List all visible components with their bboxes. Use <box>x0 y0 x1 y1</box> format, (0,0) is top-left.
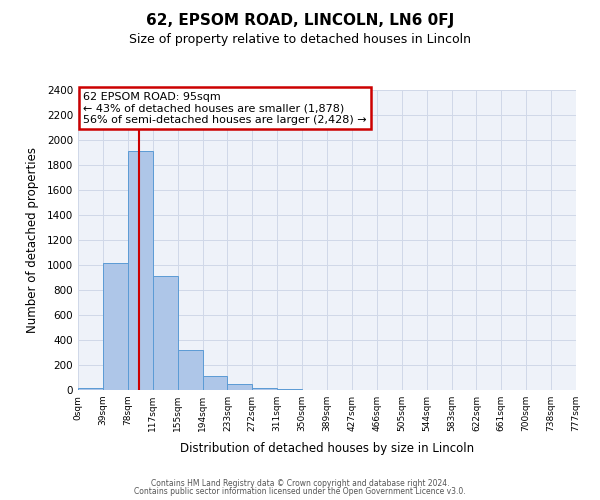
Bar <box>253 388 277 390</box>
Bar <box>103 262 128 390</box>
Bar <box>203 376 227 390</box>
Bar <box>178 350 203 390</box>
X-axis label: Distribution of detached houses by size in Lincoln: Distribution of detached houses by size … <box>180 442 474 456</box>
Text: Contains HM Land Registry data © Crown copyright and database right 2024.: Contains HM Land Registry data © Crown c… <box>151 478 449 488</box>
Bar <box>152 276 178 390</box>
Text: 62, EPSOM ROAD, LINCOLN, LN6 0FJ: 62, EPSOM ROAD, LINCOLN, LN6 0FJ <box>146 12 454 28</box>
Y-axis label: Number of detached properties: Number of detached properties <box>26 147 38 333</box>
Text: Size of property relative to detached houses in Lincoln: Size of property relative to detached ho… <box>129 32 471 46</box>
Bar <box>78 388 103 390</box>
Bar <box>227 384 253 390</box>
Text: Contains public sector information licensed under the Open Government Licence v3: Contains public sector information licen… <box>134 487 466 496</box>
Bar <box>128 151 153 390</box>
Text: 62 EPSOM ROAD: 95sqm
← 43% of detached houses are smaller (1,878)
56% of semi-de: 62 EPSOM ROAD: 95sqm ← 43% of detached h… <box>83 92 367 124</box>
Bar <box>277 389 302 390</box>
